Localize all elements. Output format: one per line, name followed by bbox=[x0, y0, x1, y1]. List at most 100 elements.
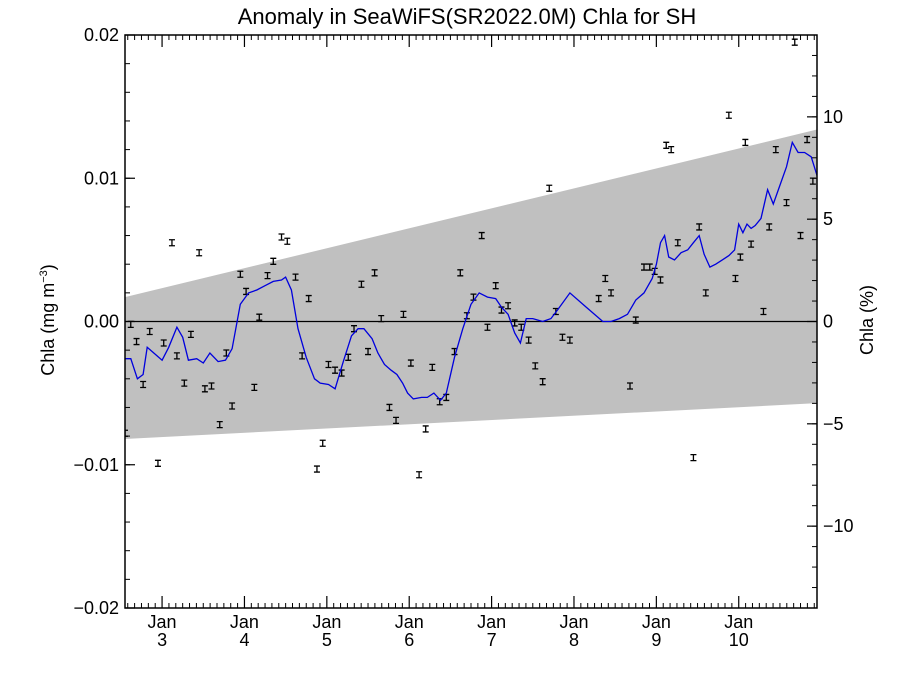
data-point bbox=[292, 273, 299, 281]
data-point bbox=[539, 378, 546, 386]
x-tick-year-label: 7 bbox=[487, 630, 497, 650]
y-left-tick-label: 0.02 bbox=[84, 25, 119, 45]
trend-band bbox=[125, 129, 817, 439]
x-tick-month-label: Jan bbox=[642, 612, 671, 632]
data-point bbox=[760, 307, 767, 316]
x-tick-year-label: 8 bbox=[569, 630, 579, 650]
data-point bbox=[674, 239, 681, 247]
data-point bbox=[608, 289, 615, 297]
data-point bbox=[187, 330, 194, 339]
data-point bbox=[783, 198, 790, 207]
data-point bbox=[229, 402, 236, 410]
data-point bbox=[797, 231, 804, 240]
data-point bbox=[416, 471, 423, 479]
data-point bbox=[772, 145, 779, 154]
chart-title: Anomaly in SeaWiFS(SR2022.0M) Chla for S… bbox=[238, 4, 697, 29]
data-point bbox=[641, 263, 647, 271]
data-point bbox=[201, 385, 208, 393]
x-tick-month-label: Jan bbox=[148, 612, 177, 632]
data-point bbox=[196, 249, 203, 257]
data-point bbox=[457, 269, 464, 277]
x-tick-month-label: Jan bbox=[312, 612, 341, 632]
data-point bbox=[251, 383, 258, 392]
data-point bbox=[748, 240, 755, 248]
data-point bbox=[484, 323, 491, 331]
data-point bbox=[546, 184, 553, 192]
data-point bbox=[319, 439, 326, 447]
data-point bbox=[146, 327, 153, 336]
data-point bbox=[566, 336, 573, 344]
y-axis-label-left-main: Chla (mg m bbox=[38, 283, 58, 376]
data-point bbox=[305, 294, 312, 303]
data-point bbox=[386, 403, 393, 412]
y-axis-label-right: Chla (%) bbox=[857, 285, 877, 355]
data-point bbox=[725, 111, 732, 119]
y-axis-label-left-sup: −3 bbox=[38, 270, 50, 283]
data-point bbox=[407, 359, 414, 367]
x-tick-year-label: 5 bbox=[322, 630, 332, 650]
y-left-tick-label: 0.00 bbox=[84, 312, 119, 332]
data-point bbox=[371, 269, 378, 277]
data-point bbox=[133, 337, 140, 346]
y-axis-label-left-close: ) bbox=[38, 264, 58, 270]
data-point bbox=[256, 313, 263, 321]
running-mean-line bbox=[125, 140, 817, 402]
y-axis-label-left: Chla (mg m−3) bbox=[38, 264, 58, 376]
data-point bbox=[602, 274, 609, 283]
data-point bbox=[657, 276, 664, 284]
data-point bbox=[325, 360, 332, 369]
y-right-tick-label: 0 bbox=[823, 312, 833, 332]
y-left-tick-label: −0.01 bbox=[73, 455, 119, 475]
data-point bbox=[160, 339, 167, 347]
y-right-tick-label: −5 bbox=[823, 414, 844, 434]
data-point bbox=[766, 223, 773, 231]
data-point bbox=[663, 141, 670, 149]
data-point bbox=[400, 310, 407, 318]
data-point bbox=[365, 347, 372, 356]
y-right-tick-label: −10 bbox=[823, 516, 854, 536]
plot-inner bbox=[125, 38, 817, 479]
data-point bbox=[791, 38, 798, 46]
x-tick-year-label: 3 bbox=[157, 630, 167, 650]
data-point bbox=[737, 253, 744, 261]
data-point bbox=[264, 272, 271, 280]
y-right-tick-label: 10 bbox=[823, 107, 843, 127]
data-point bbox=[632, 316, 639, 324]
data-point bbox=[237, 270, 244, 278]
x-tick-month-label: Jan bbox=[395, 612, 424, 632]
y-left-tick-label: −0.02 bbox=[73, 598, 119, 618]
data-point bbox=[173, 352, 180, 360]
data-point bbox=[429, 363, 436, 371]
data-point bbox=[154, 459, 161, 467]
x-tick-month-label: Jan bbox=[477, 612, 506, 632]
data-point bbox=[393, 416, 400, 424]
data-point bbox=[270, 257, 277, 265]
data-point bbox=[668, 145, 675, 154]
data-point bbox=[332, 366, 339, 374]
y-left-tick-label: 0.01 bbox=[84, 168, 119, 188]
x-tick-month-label: Jan bbox=[724, 612, 753, 632]
data-point bbox=[140, 380, 147, 389]
data-point bbox=[168, 239, 175, 247]
data-point bbox=[338, 369, 345, 377]
y-right-tick-label: 5 bbox=[823, 209, 833, 229]
data-point bbox=[299, 352, 306, 360]
data-point bbox=[492, 282, 499, 290]
data-point bbox=[181, 379, 188, 387]
plot-area: −0.02−0.010.000.010.02−10−50510Jan3Jan4J… bbox=[73, 25, 853, 650]
data-point bbox=[422, 425, 429, 433]
data-point bbox=[358, 280, 365, 288]
data-point bbox=[732, 274, 739, 283]
data-point bbox=[696, 223, 703, 231]
data-point bbox=[702, 289, 709, 297]
data-point bbox=[478, 231, 485, 240]
data-point bbox=[532, 362, 539, 370]
data-point bbox=[313, 465, 320, 473]
data-point bbox=[284, 237, 291, 245]
x-tick-month-label: Jan bbox=[559, 612, 588, 632]
data-point bbox=[278, 233, 285, 241]
data-point bbox=[595, 294, 602, 303]
x-tick-year-label: 4 bbox=[239, 630, 249, 650]
x-tick-year-label: 6 bbox=[404, 630, 414, 650]
data-point bbox=[690, 453, 697, 462]
